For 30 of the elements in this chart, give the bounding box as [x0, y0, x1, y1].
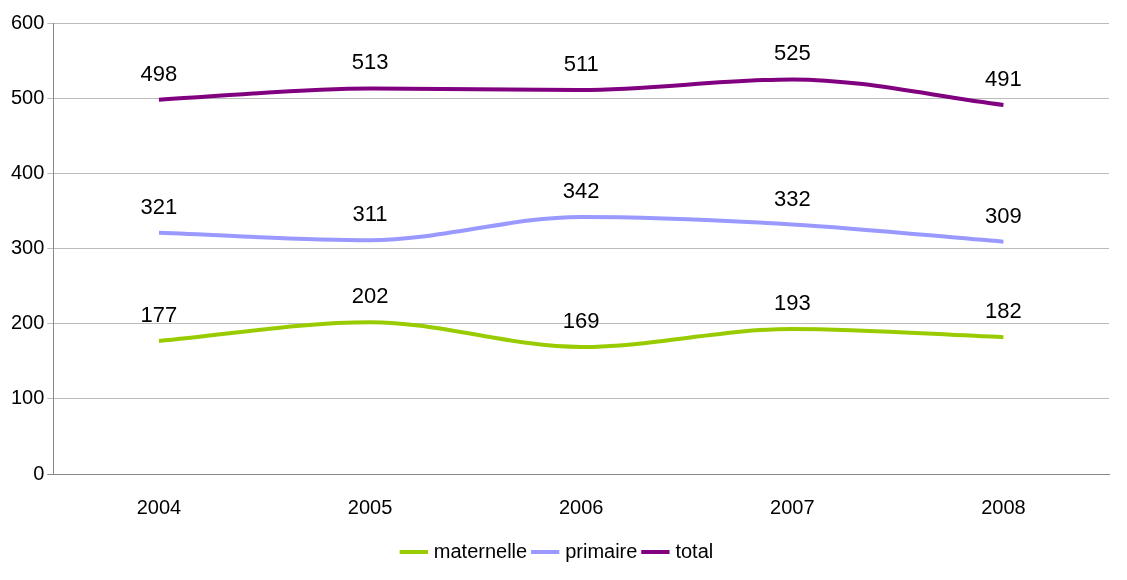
- x-tick-label: 2008: [981, 495, 1026, 518]
- data-label: 182: [985, 298, 1022, 324]
- x-tick-label: 2005: [347, 495, 393, 518]
- x-tick-label: 2004: [136, 495, 182, 518]
- y-tick-label: 100: [10, 386, 45, 409]
- y-tick-label: 500: [10, 85, 45, 108]
- data-label: 342: [562, 177, 600, 203]
- data-label: 311: [352, 201, 388, 227]
- y-tick-label: 0: [33, 461, 45, 484]
- data-label: 193: [773, 289, 811, 315]
- data-label: 513: [351, 49, 389, 75]
- data-label: 202: [351, 283, 389, 309]
- data-label: 321: [140, 193, 178, 219]
- data-label: 309: [985, 202, 1022, 228]
- y-tick-label: 300: [10, 236, 45, 259]
- x-tick-label: 2007: [770, 495, 815, 518]
- data-label: 491: [985, 65, 1022, 91]
- legend-label: total: [675, 539, 714, 562]
- x-tick-label: 2006: [558, 495, 604, 518]
- legend-label: primaire: [565, 539, 638, 562]
- data-label: 498: [140, 60, 178, 86]
- legend-label: maternelle: [433, 539, 528, 562]
- data-label: 525: [773, 40, 811, 66]
- data-label: 177: [140, 302, 178, 328]
- y-tick-label: 600: [10, 10, 45, 33]
- data-label: 332: [773, 185, 811, 211]
- data-label: 169: [562, 308, 600, 334]
- data-label: 511: [563, 50, 599, 76]
- y-tick-label: 400: [10, 160, 45, 183]
- y-tick-label: 200: [10, 311, 45, 334]
